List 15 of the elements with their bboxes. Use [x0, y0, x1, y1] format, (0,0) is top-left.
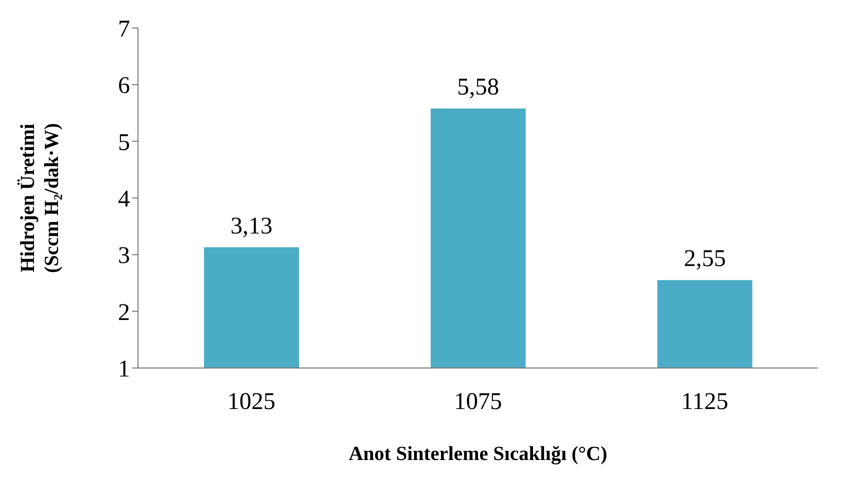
- y-axis-title: Hidrojen Üretimi (Sccm H₂/dak·W): [17, 123, 63, 273]
- y-tick-label: 7: [118, 16, 130, 43]
- x-tick-label: 1125: [681, 389, 728, 416]
- data-label: 3,13: [230, 213, 272, 240]
- y-tick-label: 6: [118, 73, 130, 100]
- data-label: 5,58: [457, 74, 500, 100]
- y-tick-label: 4: [118, 186, 130, 213]
- y-tick-label: 2: [118, 300, 130, 326]
- x-tick-label: 1025: [227, 389, 276, 416]
- x-axis-title: Anot Sinterleme Sıcaklığı (°C): [348, 443, 608, 465]
- data-label: 2,55: [684, 246, 726, 272]
- y-tick-label: 5: [118, 130, 130, 156]
- y-tick-label: 1: [118, 356, 130, 383]
- y-tick-label: 3: [118, 243, 130, 270]
- x-tick-label: 1075: [454, 389, 502, 416]
